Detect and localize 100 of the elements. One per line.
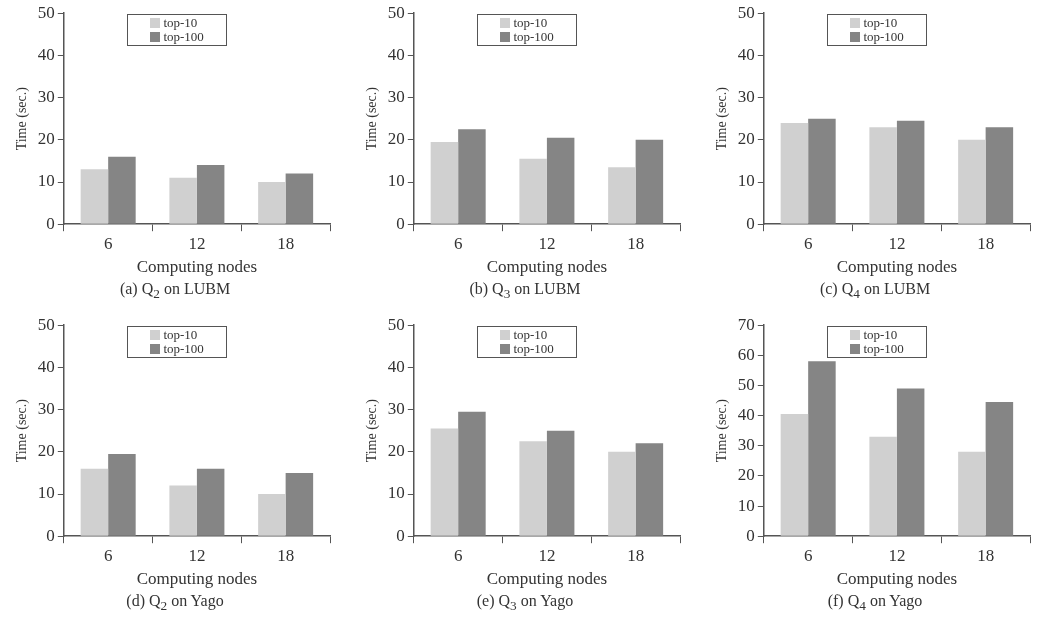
y-tick-label: 10: [37, 483, 55, 503]
y-tick-label: 30: [737, 87, 755, 107]
x-axis-title: Computing nodes: [136, 569, 258, 589]
y-tick-label: 50: [37, 2, 55, 22]
x-tick-label: 12: [538, 233, 556, 253]
y-tick-label: 20: [387, 129, 405, 149]
y-tick-label: 40: [737, 44, 755, 64]
bar: [108, 453, 136, 536]
x-tick-label: 6: [453, 545, 463, 565]
x-tick-label: 12: [538, 545, 556, 565]
bar: [546, 430, 575, 536]
y-tick-label: 50: [387, 314, 405, 334]
bar: [985, 127, 1014, 224]
y-tick-label: 10: [737, 495, 755, 515]
x-tick-label: 12: [188, 545, 206, 565]
bar: [108, 156, 136, 224]
bar: [896, 120, 925, 224]
y-tick-label: 30: [387, 399, 405, 419]
bar: [958, 139, 986, 224]
x-tick-label: 12: [888, 233, 906, 253]
bar: [458, 129, 486, 224]
x-tick-label: 18: [277, 233, 295, 253]
y-tick-label: 0: [46, 213, 55, 233]
y-tick-label: 20: [737, 129, 755, 149]
y-tick-label: 0: [46, 525, 55, 545]
bar: [258, 494, 286, 536]
x-tick-label: 6: [103, 233, 113, 253]
bar: [80, 468, 109, 536]
x-tick-label: 18: [977, 545, 995, 565]
x-tick-label: 18: [977, 233, 995, 253]
y-tick-label: 40: [37, 44, 55, 64]
y-tick-label: 10: [387, 483, 405, 503]
y-tick-label: 50: [387, 2, 405, 22]
bar: [285, 472, 314, 536]
bar: [608, 167, 636, 224]
y-tick-label: 50: [737, 374, 755, 394]
legend-label: top-100: [163, 341, 204, 357]
x-tick-label: 18: [277, 545, 295, 565]
y-tick-label: 40: [387, 356, 405, 376]
bar: [458, 411, 486, 536]
text: (c) Q$_{4}$ on LUBM: [819, 280, 931, 303]
y-tick-label: 10: [387, 171, 405, 191]
y-axis-title: Time (sec.): [14, 398, 31, 463]
bar: [808, 361, 836, 536]
y-tick-label: 30: [37, 399, 55, 419]
bar: [780, 122, 809, 224]
x-tick-label: 12: [888, 545, 906, 565]
text: (f) Q$_{4}$ on Yago: [827, 592, 923, 615]
y-tick-label: 20: [37, 129, 55, 149]
y-tick-label: 10: [37, 171, 55, 191]
x-axis-title: Computing nodes: [486, 257, 608, 277]
bar: [635, 139, 664, 224]
bar: [196, 165, 225, 224]
legend-label: top-100: [513, 29, 554, 45]
y-tick-label: 0: [396, 525, 405, 545]
bar: [430, 428, 459, 536]
bar: [169, 177, 197, 224]
bar: [430, 141, 459, 224]
y-axis-title: Time (sec.): [14, 86, 31, 151]
y-tick-label: 40: [37, 356, 55, 376]
y-tick-label: 30: [737, 435, 755, 455]
x-tick-label: 6: [453, 233, 463, 253]
bar: [258, 182, 286, 224]
legend-label: top-10: [163, 327, 198, 343]
y-tick-label: 30: [387, 87, 405, 107]
y-tick-label: 10: [737, 171, 755, 191]
bar: [958, 451, 986, 536]
bar: [896, 388, 925, 536]
legend-label: top-100: [163, 29, 204, 45]
legend-label: top-10: [513, 327, 548, 343]
legend-label: top-10: [163, 15, 198, 31]
bar: [285, 173, 314, 224]
bar: [546, 137, 575, 224]
bar: [519, 158, 547, 224]
y-tick-label: 30: [37, 87, 55, 107]
y-tick-label: 40: [737, 405, 755, 425]
x-tick-label: 6: [803, 233, 813, 253]
legend-label: top-100: [513, 341, 554, 357]
x-tick-label: 6: [103, 545, 113, 565]
y-tick-label: 50: [737, 2, 755, 22]
y-axis-title: Time (sec.): [714, 86, 731, 151]
bar: [780, 414, 809, 536]
x-axis-title: Computing nodes: [836, 569, 958, 589]
y-tick-label: 70: [737, 314, 755, 334]
y-axis-title: Time (sec.): [714, 398, 731, 463]
y-axis-title: Time (sec.): [364, 86, 381, 151]
bar: [985, 402, 1014, 536]
x-tick-label: 18: [627, 233, 645, 253]
y-tick-label: 20: [737, 465, 755, 485]
x-axis-title: Computing nodes: [136, 257, 258, 277]
bar: [808, 118, 836, 224]
y-tick-label: 40: [387, 44, 405, 64]
y-tick-label: 50: [37, 314, 55, 334]
bar: [196, 468, 225, 536]
legend-label: top-10: [863, 15, 898, 31]
x-axis-title: Computing nodes: [486, 569, 608, 589]
legend-label: top-100: [863, 29, 904, 45]
text: (a) Q$_{2}$ on LUBM: [119, 280, 231, 303]
bar: [80, 169, 109, 224]
y-tick-label: 0: [746, 525, 755, 545]
